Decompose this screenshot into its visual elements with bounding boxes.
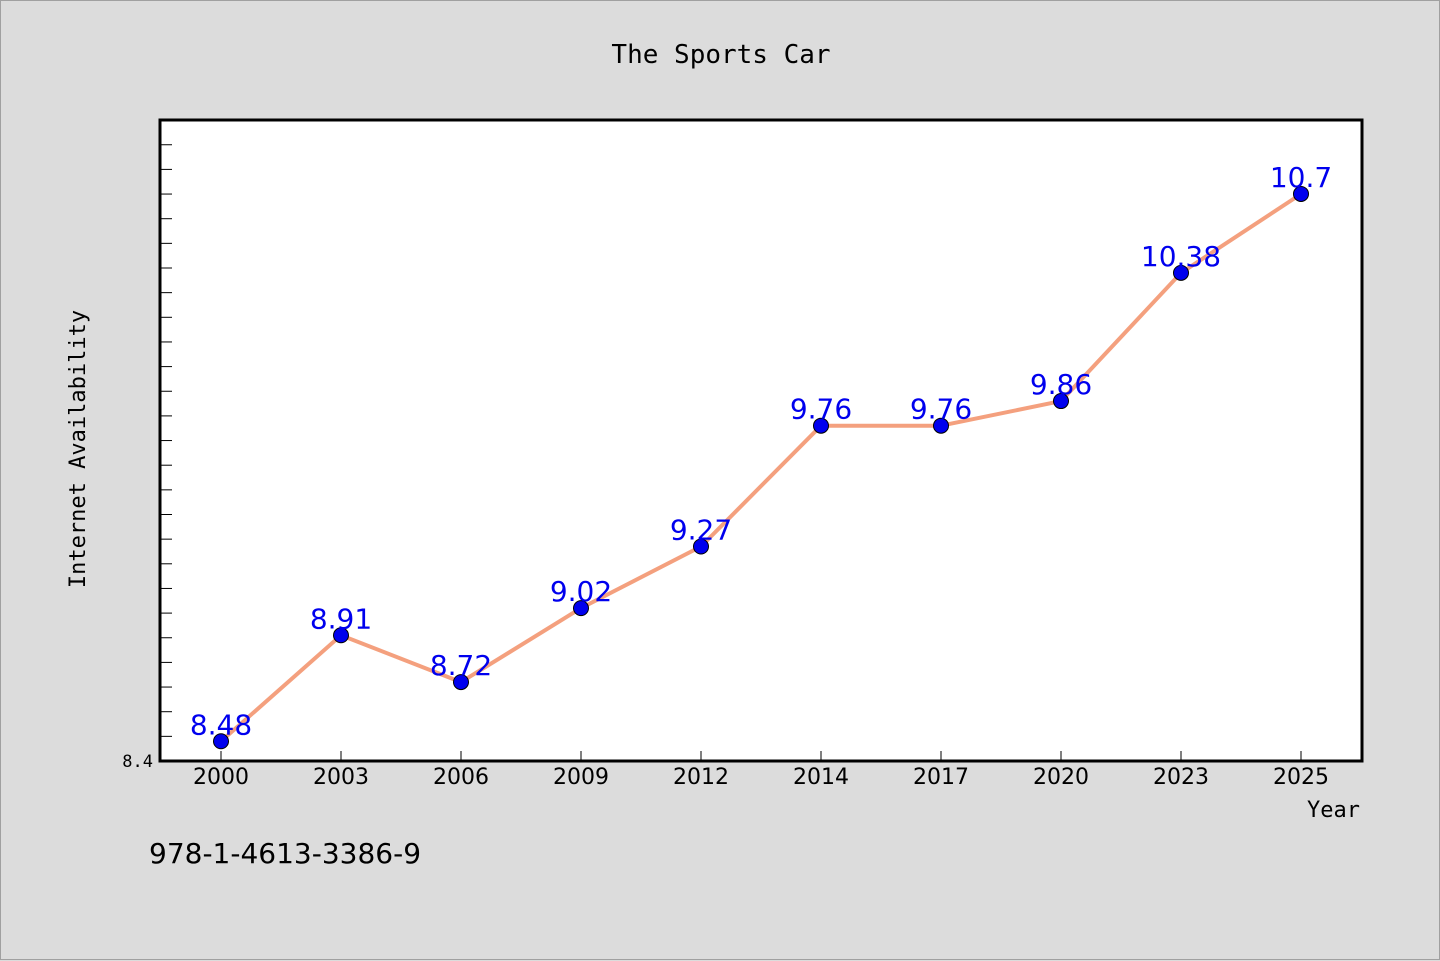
x-tick-label: 2006 xyxy=(433,765,489,790)
data-label: 8.48 xyxy=(190,708,252,741)
data-point xyxy=(213,733,229,750)
x-tick-label: 2009 xyxy=(553,765,609,790)
x-tick-label: 2000 xyxy=(193,765,249,790)
data-point xyxy=(933,417,949,434)
data-point xyxy=(333,627,349,644)
data-label: 8.91 xyxy=(310,602,372,635)
x-tick-label: 2003 xyxy=(313,765,369,790)
data-point xyxy=(453,674,469,691)
data-markers xyxy=(213,185,1309,750)
x-tick-label: 2017 xyxy=(913,765,969,790)
data-label: 10.7 xyxy=(1270,161,1332,194)
data-point xyxy=(813,417,829,434)
chart-title: The Sports Car xyxy=(611,40,830,70)
data-label: 9.76 xyxy=(790,393,852,426)
footer-isbn: 978-1-4613-3386-9 xyxy=(149,837,421,870)
data-point xyxy=(573,600,589,617)
plot-area xyxy=(158,118,1364,763)
data-point xyxy=(693,538,709,555)
data-label: 9.02 xyxy=(550,575,612,608)
y-axis-ticks xyxy=(160,144,172,737)
data-label: 8.72 xyxy=(430,649,492,682)
x-tick-label: 2012 xyxy=(673,765,729,790)
x-axis-ticks: 2000 2003 2006 2009 2012 2014 2017 2020 2023 2025 xyxy=(193,751,1329,790)
x-axis-label: Year xyxy=(1307,798,1360,823)
data-label: 10.38 xyxy=(1141,240,1221,273)
x-tick-label: 2014 xyxy=(793,765,849,790)
y-tick-label: 8.4 xyxy=(122,752,153,772)
series-line xyxy=(219,192,1303,743)
x-tick-label: 2023 xyxy=(1153,765,1209,790)
data-label: 9.86 xyxy=(1030,368,1092,401)
x-tick-label: 2020 xyxy=(1033,765,1089,790)
data-point xyxy=(1053,393,1069,410)
data-label: 9.76 xyxy=(910,393,972,426)
series-line-group xyxy=(219,192,1303,743)
data-labels: 8.48 8.91 8.72 9.02 9.27 9.76 9.76 9.86 10.38 10.… xyxy=(190,161,1332,741)
x-tick-label: 2025 xyxy=(1273,765,1329,790)
data-label: 9.27 xyxy=(670,514,732,547)
y-axis-label: Internet Availability xyxy=(66,310,91,588)
data-point xyxy=(1293,185,1309,202)
data-point xyxy=(1173,264,1189,281)
